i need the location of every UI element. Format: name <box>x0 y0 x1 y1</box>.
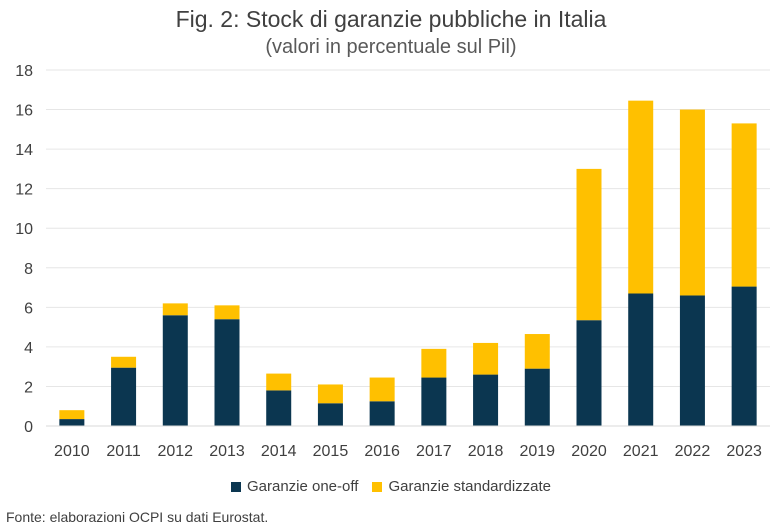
y-tick-label: 18 <box>15 63 33 80</box>
legend-swatch-standardizzate <box>372 481 383 492</box>
x-tick-label: 2010 <box>54 443 90 460</box>
legend: Garanzie one-off Garanzie standardizzate <box>0 478 782 495</box>
bar-one-off-2019 <box>524 368 550 426</box>
y-tick-label: 10 <box>15 221 33 238</box>
bar-one-off-2016 <box>369 401 395 426</box>
bar-standardizzate-2014 <box>266 373 292 391</box>
y-tick-label: 0 <box>24 419 33 436</box>
x-tick-label: 2012 <box>157 443 193 460</box>
x-tick-label: 2017 <box>416 443 452 460</box>
bar-one-off-2020 <box>576 320 602 426</box>
bar-standardizzate-2018 <box>473 342 499 375</box>
y-tick-label: 12 <box>15 182 33 199</box>
bar-standardizzate-2012 <box>162 303 188 316</box>
y-tick-label: 16 <box>15 103 33 120</box>
bar-one-off-2017 <box>421 377 447 426</box>
legend-label-one-off: Garanzie one-off <box>246 478 359 495</box>
bar-one-off-2022 <box>679 295 705 426</box>
legend-item-one-off: Garanzie one-off <box>230 478 359 495</box>
x-tick-label: 2020 <box>571 443 607 460</box>
bar-standardizzate-2020 <box>576 168 602 321</box>
x-tick-label: 2011 <box>106 443 141 460</box>
source-note: Fonte: elaborazioni OCPI su dati Eurosta… <box>6 509 269 525</box>
x-tick-label: 2015 <box>313 443 349 460</box>
bar-standardizzate-2016 <box>369 377 395 402</box>
bar-one-off-2018 <box>473 374 499 426</box>
bar-standardizzate-2013 <box>214 305 240 320</box>
bar-standardizzate-2015 <box>317 384 343 404</box>
bar-one-off-2012 <box>162 315 188 426</box>
legend-label-standardizzate: Garanzie standardizzate <box>388 478 552 495</box>
bar-one-off-2013 <box>214 319 240 426</box>
x-tick-label: 2014 <box>261 443 297 460</box>
bar-one-off-2010 <box>59 419 85 426</box>
x-tick-label: 2018 <box>468 443 504 460</box>
bar-chart: 0 2 4 6 8 10 12 14 16 18 2010 2011 2012 2013 2014 2015 2… <box>15 63 770 460</box>
y-tick-label: 8 <box>24 261 33 278</box>
x-tick-label: 2016 <box>364 443 400 460</box>
chart-title: Fig. 2: Stock di garanzie pubbliche in I… <box>175 6 607 32</box>
bar-standardizzate-2022 <box>679 109 705 296</box>
bar-standardizzate-2010 <box>59 410 85 420</box>
bar-standardizzate-2021 <box>628 100 654 294</box>
y-tick-label: 6 <box>24 300 33 317</box>
bar-standardizzate-2011 <box>111 356 137 368</box>
x-tick-label: 2019 <box>519 443 555 460</box>
chart-subtitle: (valori in percentuale sul Pil) <box>265 36 517 58</box>
legend-item-standardizzate: Garanzie standardizzate <box>372 478 551 495</box>
x-tick-label: 2023 <box>726 443 762 460</box>
x-tick-label: 2013 <box>209 443 245 460</box>
bar-one-off-2014 <box>266 390 292 426</box>
bar-standardizzate-2023 <box>731 123 757 287</box>
bar-one-off-2021 <box>628 293 654 426</box>
bar-standardizzate-2017 <box>421 348 447 378</box>
y-tick-label: 14 <box>15 142 33 159</box>
bar-one-off-2011 <box>111 367 137 426</box>
y-tick-label: 2 <box>24 379 33 396</box>
bar-standardizzate-2019 <box>524 334 550 369</box>
bar-one-off-2023 <box>731 286 757 426</box>
legend-swatch-one-off <box>230 481 241 492</box>
y-tick-label: 4 <box>24 340 33 357</box>
bar-one-off-2015 <box>317 403 343 426</box>
x-tick-label: 2022 <box>675 443 711 460</box>
x-tick-label: 2021 <box>623 443 659 460</box>
